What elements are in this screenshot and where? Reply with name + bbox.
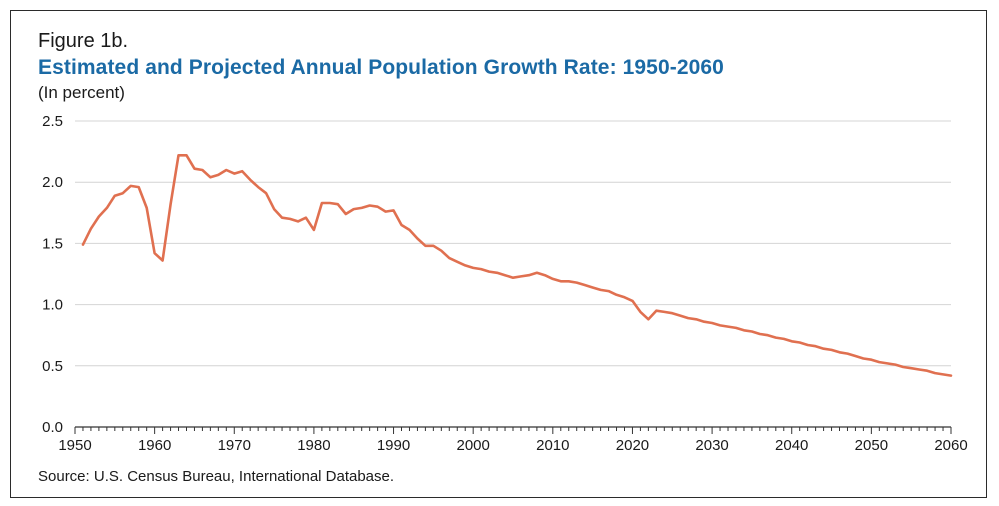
figure-label: Figure 1b. <box>38 30 129 52</box>
x-tick-label: 2000 <box>456 437 489 454</box>
y-tick-label: 1.5 <box>42 235 63 252</box>
series-layer <box>81 154 953 377</box>
figure-subtitle: (In percent) <box>38 83 125 102</box>
source-note: Source: U.S. Census Bureau, Internationa… <box>38 468 395 485</box>
x-tick-labels: 1950 1960 1970 1980 1990 2000 2010 2020 2030 2040… <box>58 437 967 454</box>
axes <box>74 426 952 434</box>
grid-lines <box>75 120 951 367</box>
figure-title: Estimated and Projected Annual Populatio… <box>38 56 724 79</box>
y-tick-label: 2.0 <box>42 174 63 191</box>
x-tick-label: 2040 <box>775 437 808 454</box>
y-tick-label: 1.0 <box>42 297 63 314</box>
x-tick-label: 2050 <box>855 437 888 454</box>
x-tick-label: 1990 <box>377 437 410 454</box>
y-tick-labels: 0.0 0.5 1.0 1.5 2.0 2.5 <box>42 113 63 436</box>
x-tick-label: 1960 <box>138 437 171 454</box>
x-tick-label: 1950 <box>58 437 91 454</box>
y-tick-label: 0.0 <box>42 419 63 436</box>
x-tick-label: 2030 <box>695 437 728 454</box>
y-tick-label: 0.5 <box>42 358 63 375</box>
growth-rate-line <box>81 154 953 377</box>
y-tick-label: 2.5 <box>42 113 63 130</box>
figure-frame <box>10 10 987 498</box>
x-tick-label: 2060 <box>934 437 967 454</box>
x-tick-label: 1980 <box>297 437 330 454</box>
x-tick-label: 1970 <box>218 437 251 454</box>
x-tick-label: 2020 <box>616 437 649 454</box>
x-tick-label: 2010 <box>536 437 569 454</box>
